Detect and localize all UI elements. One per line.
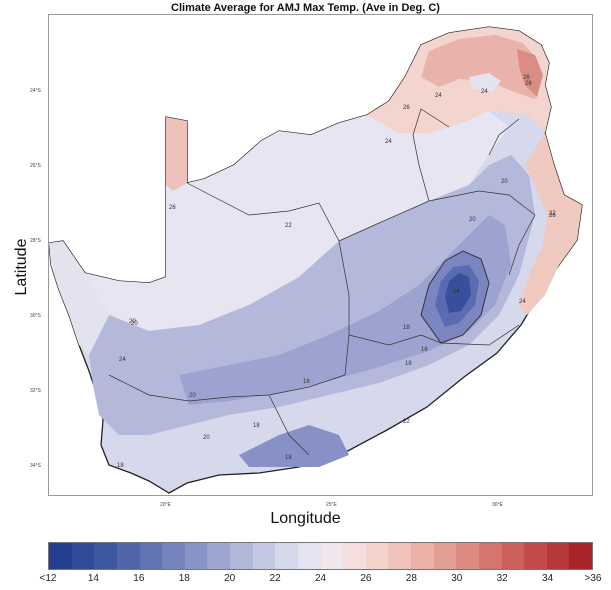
light-region-west-coast [49, 241, 109, 355]
colorbar-segment [94, 543, 117, 569]
contour-label: 18 [285, 455, 292, 461]
contour-label: 18 [405, 361, 412, 367]
colorbar-label: 20 [224, 573, 236, 584]
light-region-central [85, 111, 509, 331]
colorbar-segment [433, 543, 457, 569]
warm-core-northeast [517, 49, 543, 97]
lon-tick: 30°E [492, 502, 503, 508]
cool-belt-south [89, 155, 535, 435]
contour-label: 20 [131, 321, 138, 327]
colorbar-segment [478, 543, 502, 569]
lat-tick: 28°S [30, 238, 41, 244]
contour-label: 20 [129, 319, 136, 325]
colorbar-segment [275, 543, 298, 569]
contour-label: 26 [523, 75, 530, 81]
contour-label: 16 [303, 379, 310, 385]
contour-label: 24 [481, 89, 488, 95]
colorbar-segment [320, 543, 344, 569]
colorbar-label: 26 [360, 573, 372, 584]
colorbar [48, 542, 593, 570]
contour-label: 16 [421, 347, 428, 353]
contour-label: 18 [253, 423, 260, 429]
colorbar-label: 34 [542, 573, 554, 584]
lon-tick: 20°E [160, 502, 171, 508]
colorbar-segment [230, 543, 253, 569]
map-panel: 24 24 26 24 26 22 20 26 20 20 22 24 18 1… [48, 14, 593, 496]
colorbar-segment [569, 543, 592, 569]
contour-label: 26 [525, 81, 532, 87]
colorbar-label: 32 [496, 573, 508, 584]
colorbar-segment [343, 543, 366, 569]
map-title: Climate Average for AMJ Max Temp. (Ave i… [171, 2, 440, 14]
contour-label: 14 [453, 289, 460, 295]
cold-region-lesotho-core [445, 273, 471, 313]
colorbar-labels: <12 14 16 18 20 22 24 26 28 30 32 34 >36 [40, 573, 602, 587]
contour-label: 24 [435, 93, 442, 99]
cool-belt-escarpment [239, 425, 349, 467]
colorbar-segment [116, 543, 140, 569]
contour-label: 18 [117, 463, 124, 469]
contour-label: 20 [203, 435, 210, 441]
colorbar-segment [297, 543, 321, 569]
colorbar-segment [139, 543, 163, 569]
x-axis-label: Longitude [270, 510, 341, 527]
colorbar-segment [546, 543, 570, 569]
warm-core-north [421, 35, 541, 99]
contour-label: 26 [403, 105, 410, 111]
province-boundaries [108, 108, 536, 456]
colorbar-label: 28 [405, 573, 417, 584]
contour-label: 24 [385, 139, 392, 145]
contour-label: 26 [169, 205, 176, 211]
warm-strip-west [166, 117, 187, 191]
contour-label: 24 [119, 357, 126, 363]
colorbar-label: <12 [39, 573, 57, 584]
contour-label: 22 [549, 211, 556, 217]
contour-label: 20 [469, 217, 476, 223]
y-axis-label: Latitude [13, 238, 30, 296]
contour-label: 22 [285, 223, 292, 229]
colorbar-segment [388, 543, 411, 569]
colorbar-label: 30 [451, 573, 463, 584]
warm-region-east [519, 133, 582, 315]
colorbar-label: >36 [584, 573, 602, 584]
colorbar-segment [207, 543, 230, 569]
colorbar-segment [456, 543, 479, 569]
lat-tick: 32°S [30, 388, 41, 394]
lat-tick: 34°S [30, 463, 41, 469]
contour-label: 20 [189, 393, 196, 399]
south-africa-temperature-map: 24 24 26 24 26 22 20 26 20 20 22 24 18 1… [49, 26, 583, 494]
contour-label-group: 24 24 26 24 26 22 20 26 20 20 22 24 18 1… [117, 75, 556, 469]
colorbar-label: 14 [87, 573, 99, 584]
lon-tick: 25°E [326, 502, 337, 508]
colorbar-segment [252, 543, 276, 569]
lat-tick: 26°S [30, 163, 41, 169]
colorbar-segment [501, 543, 525, 569]
colorbar-segment [184, 543, 208, 569]
contour-label: 22 [403, 419, 410, 425]
colorbar-label: 16 [133, 573, 145, 584]
lat-tick: 24°S [30, 88, 41, 94]
contour-label: 24 [519, 299, 526, 305]
contour-label: 26 [549, 213, 556, 219]
colorbar-segment [524, 543, 547, 569]
colorbar-segment [71, 543, 95, 569]
contour-label: 18 [403, 325, 410, 331]
colorbar-segment [411, 543, 434, 569]
colorbar-label: 24 [314, 573, 327, 584]
lat-tick: 30°S [30, 313, 41, 319]
colorbar-segment [365, 543, 389, 569]
cool-spot-north [469, 73, 501, 91]
contour-label: 20 [501, 179, 508, 185]
colorbar-label: 18 [178, 573, 190, 584]
colorbar-segment [162, 543, 185, 569]
colorbar-segment [49, 543, 72, 569]
colorbar-label: 22 [269, 573, 281, 584]
